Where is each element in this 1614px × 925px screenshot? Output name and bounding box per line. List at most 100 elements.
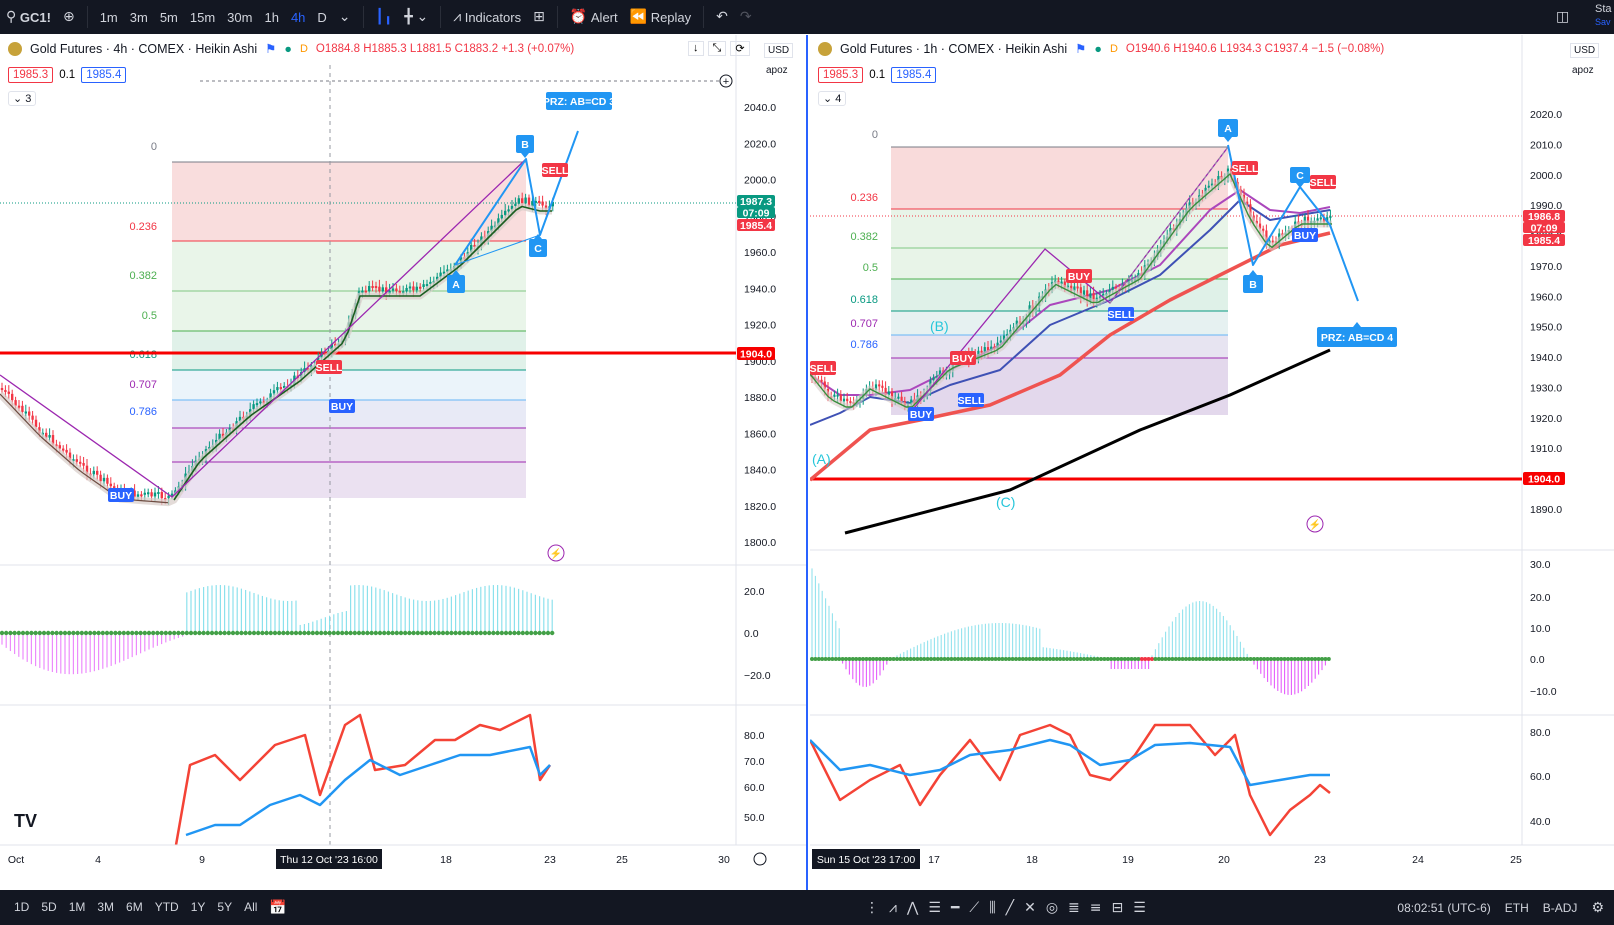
interval-dropdown[interactable]: ⌄ (333, 0, 357, 34)
candle-body (21, 405, 24, 413)
symbol-search[interactable]: ⚲ GC1! (0, 0, 57, 34)
right-apoz-label[interactable]: apoz (1572, 65, 1594, 76)
top-toolbar: ⚲ GC1! ⊕ 1m 3m 5m 15m 30m 1h 4h D ⌄ ┃╻ ╋… (0, 0, 1614, 34)
redo-button[interactable]: ↷ (734, 0, 758, 34)
candle-body (96, 470, 99, 475)
fib-channel-icon[interactable]: ≣ (1068, 899, 1080, 916)
indicators-collapse-toggle[interactable]: ⌄ 4 (818, 91, 847, 106)
crosshair-time-bg (276, 849, 382, 869)
replay-button[interactable]: ⏪ Replay (624, 0, 698, 34)
zero-dot (1269, 657, 1273, 661)
ask-price-button[interactable]: 1985.4 (891, 67, 937, 83)
settings-icon[interactable]: ⚙ (1591, 899, 1604, 916)
date-range-buttons: 1D 5D 1M 3M 6M YTD 1Y 5Y All 📅 (8, 900, 293, 916)
left-chart-pane[interactable]: +0 0.236 0.382 0.5 0.618 0.707 0.786 A B C PRZ: AB… (0, 35, 808, 890)
interval-30m[interactable]: 30m (227, 9, 253, 25)
horizontal-line-icon[interactable]: ━ (950, 899, 960, 916)
left-chart-canvas[interactable]: +0 0.236 0.382 0.5 0.618 0.707 0.786 A B C PRZ: AB… (0, 35, 806, 890)
fib-extension-icon[interactable]: ≡ (1089, 899, 1102, 916)
zero-dot (335, 630, 341, 636)
chart-type-bars[interactable]: ╋ ⌄ (398, 0, 434, 34)
zero-dot (956, 657, 961, 661)
zero-dot (537, 630, 542, 636)
goto-date-icon[interactable]: 📅 (269, 899, 287, 916)
point-c-label-bg (1290, 167, 1310, 183)
zero-dot (1190, 657, 1195, 661)
candle-body (364, 290, 367, 293)
zero-dot (959, 657, 964, 661)
candle-body (874, 384, 878, 390)
right-chart-pane[interactable]: 0 0.236 0.382 0.5 0.618 0.707 0.786 A B C PRZ: AB=… (810, 35, 1614, 890)
interval-4h[interactable]: 4h (290, 9, 306, 25)
ray-icon[interactable]: ╱ (1005, 899, 1015, 916)
alert-button[interactable]: ⏰ Alert (564, 0, 624, 34)
gold-coin-icon (8, 41, 22, 56)
trend-line-icon[interactable]: ⟋ (969, 899, 980, 916)
candle-body (1086, 290, 1089, 302)
range-1d[interactable]: 1D (14, 899, 30, 914)
clock-label[interactable]: 08:02:51 (UTC-6) (1397, 900, 1491, 915)
long-position-icon[interactable]: ⫼ (989, 899, 996, 916)
zero-dot (1255, 657, 1260, 661)
bid-price-button[interactable]: 1985.3 (818, 67, 864, 83)
chart-type-candles[interactable]: ┃╻ (370, 0, 399, 34)
zero-dot (285, 630, 290, 636)
time-tick: 18 (440, 854, 452, 866)
axis-settings-icon (753, 852, 767, 866)
zero-dot (949, 657, 954, 661)
maximize-button[interactable]: ⤡ (707, 41, 727, 56)
signal-buy-bg (1292, 228, 1318, 242)
zero-dot (1262, 657, 1267, 661)
indicators-button[interactable]: ⩘ Indicators (447, 0, 527, 34)
time-tick: 9 (199, 854, 205, 866)
interval-5m[interactable]: 5m (159, 9, 178, 25)
range-all[interactable]: All (244, 899, 258, 914)
compare-button[interactable]: ⊕ (57, 0, 81, 34)
refresh-button[interactable]: ⟳ (730, 41, 750, 56)
elliott-wave-icon[interactable]: ⩘ (889, 899, 897, 916)
price-tick: 1820.0 (744, 501, 776, 513)
xabcd-pattern-icon[interactable]: ✕ (1024, 899, 1036, 916)
right-currency-button[interactable]: USD (1570, 43, 1600, 58)
countdown-tag-bg (737, 207, 775, 218)
interval-d[interactable]: D (317, 9, 327, 25)
range-5y[interactable]: 5Y (217, 899, 233, 914)
scroll-down-button[interactable]: ↓ (688, 41, 704, 56)
price-tick: 1860.0 (744, 428, 776, 440)
range-5d[interactable]: 5D (41, 899, 57, 914)
indicators-collapse-toggle[interactable]: ⌄ 3 (8, 91, 37, 106)
abc-pattern-icon[interactable]: ⋀ (906, 899, 919, 916)
range-6m[interactable]: 6M (126, 899, 143, 914)
bid-price-button[interactable]: 1985.3 (8, 67, 54, 83)
fib-spiral-icon[interactable]: ◎ (1045, 899, 1059, 916)
interval-1m[interactable]: 1m (99, 9, 118, 25)
undo-button[interactable]: ↶ (710, 0, 734, 34)
fib-retracement-icon[interactable]: ☰ (928, 899, 941, 916)
zero-dot (816, 657, 821, 661)
left-currency-button[interactable]: USD (764, 43, 794, 58)
range-3m[interactable]: 3M (97, 899, 115, 914)
candle-body (0, 388, 4, 391)
ask-price-button[interactable]: 1985.4 (81, 67, 127, 83)
layout-button[interactable]: ◫ (1550, 0, 1575, 34)
zero-dot (1201, 657, 1205, 661)
interval-1h[interactable]: 1h (264, 9, 279, 25)
right-chart-canvas[interactable]: 0 0.236 0.382 0.5 0.618 0.707 0.786 A B C PRZ: AB=… (810, 35, 1614, 890)
left-apoz-label[interactable]: apoz (766, 65, 788, 76)
range-ytd[interactable]: YTD (154, 899, 179, 914)
session-label[interactable]: ETH (1504, 900, 1529, 915)
range-1m[interactable]: 1M (68, 899, 86, 914)
adjust-label[interactable]: B-ADJ (1542, 900, 1578, 915)
gann-icon[interactable]: ⊟ (1111, 899, 1124, 916)
range-1y[interactable]: 1Y (190, 899, 206, 914)
zero-dot (524, 630, 530, 636)
templates-button[interactable]: ⊞ (527, 0, 551, 34)
interval-15m[interactable]: 15m (189, 9, 216, 25)
candle-body (490, 225, 493, 232)
osc-tick: −20.0 (744, 670, 771, 682)
zero-dot (833, 657, 838, 661)
more-tools-icon[interactable]: ☰ (1133, 899, 1146, 916)
interval-3m[interactable]: 3m (129, 9, 148, 25)
drag-handle-icon[interactable]: ⋮ (865, 899, 879, 916)
save-area[interactable]: Sta Sav (1595, 3, 1612, 29)
